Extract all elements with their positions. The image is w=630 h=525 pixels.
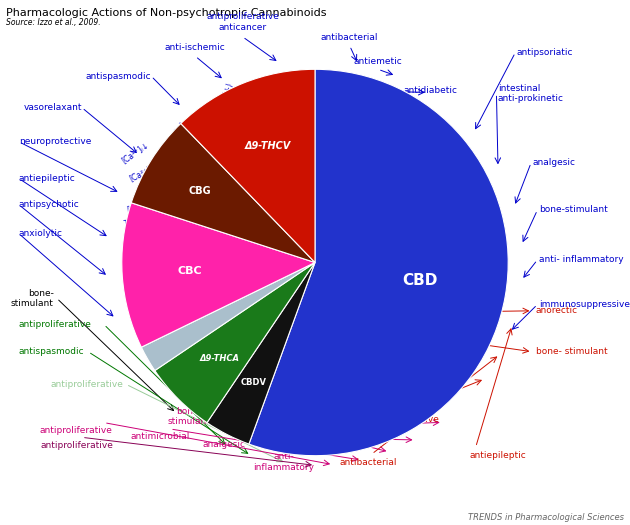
Text: CB₁ (-): CB₁ (-) <box>387 303 421 319</box>
Text: PPARγ (+): PPARγ (+) <box>158 121 188 158</box>
Text: anorectic: anorectic <box>536 306 578 316</box>
Text: CB₁ (-) GABA ↓: CB₁ (-) GABA ↓ <box>356 327 429 361</box>
Text: Source: Izzo et al., 2009.: Source: Izzo et al., 2009. <box>6 18 101 27</box>
Text: [Ca²⁺]↓: [Ca²⁺]↓ <box>127 201 157 214</box>
Text: anti-ischemic: anti-ischemic <box>165 44 226 52</box>
Text: CB₂ (+): CB₂ (+) <box>375 317 413 336</box>
Text: antidiabetic: antidiabetic <box>403 86 457 95</box>
Text: analgesic: analgesic <box>202 440 245 449</box>
Text: antiproliferative: antiproliferative <box>367 415 440 424</box>
Text: [Ca²⁺]ᵢ↓: [Ca²⁺]ᵢ↓ <box>128 161 159 183</box>
Wedge shape <box>122 203 315 347</box>
Text: antiproliferative: antiproliferative <box>19 320 92 329</box>
Wedge shape <box>249 69 508 456</box>
Text: [Ca²⁺]ᵢ↑
ROS↑
CB₂(+)
Id-1↓: [Ca²⁺]ᵢ↑ ROS↑ CB₂(+) Id-1↓ <box>254 92 294 123</box>
Text: antibacterial: antibacterial <box>340 458 398 467</box>
Wedge shape <box>155 262 315 423</box>
Text: analgesic: analgesic <box>532 158 575 167</box>
Text: antiepileptic: antiepileptic <box>19 174 76 183</box>
Text: Pharmacologic Actions of Non-psychotropic Cannabinoids: Pharmacologic Actions of Non-psychotropi… <box>6 8 327 18</box>
Text: Δ9-THCA: Δ9-THCA <box>199 354 239 363</box>
Text: Δ9-THCV: Δ9-THCV <box>245 141 291 151</box>
Text: CBG: CBG <box>189 186 212 196</box>
Text: bone-stimulant: bone-stimulant <box>539 205 607 215</box>
Text: antispasmodic: antispasmodic <box>86 71 151 81</box>
Text: vasorelaxant: vasorelaxant <box>23 103 82 112</box>
Text: Ca₁(-) FAAH↓: Ca₁(-) FAAH↓ <box>365 141 413 176</box>
Text: bone-
stimulant: bone- stimulant <box>11 289 54 308</box>
Text: TRPV1 (+): TRPV1 (+) <box>395 164 430 197</box>
Text: antipsoriatic: antipsoriatic <box>517 48 573 57</box>
Text: immunosuppressive: immunosuppressive <box>539 300 629 309</box>
Text: anxiolytic: anxiolytic <box>19 229 63 238</box>
Text: TRENDS in Pharmacological Sciences: TRENDS in Pharmacological Sciences <box>467 513 624 522</box>
Text: antiproliferative: antiproliferative <box>50 380 123 389</box>
Text: antibacterial: antibacterial <box>321 33 379 42</box>
Wedge shape <box>131 123 315 262</box>
Text: Bone-
stimulant
anti-
inflammatory: Bone- stimulant anti- inflammatory <box>253 432 314 472</box>
Text: antiproliferative
anticancer: antiproliferative anticancer <box>206 12 279 32</box>
Text: CBC: CBC <box>178 266 202 276</box>
Text: CB₁(+) 5- HT₁A(+): CB₁(+) 5- HT₁A(+) <box>126 230 195 239</box>
Text: bone- stimulant: bone- stimulant <box>536 347 607 356</box>
Text: antipsychotic: antipsychotic <box>19 200 79 209</box>
Text: antispasmodic: antispasmodic <box>19 347 84 356</box>
Text: ROS ↓: ROS ↓ <box>143 178 169 194</box>
Text: antiepileptic: antiepileptic <box>469 452 526 460</box>
Text: CBDV: CBDV <box>241 379 266 387</box>
Text: T-cells↓: T-cells↓ <box>406 274 437 283</box>
Wedge shape <box>207 262 315 444</box>
Text: TRPV1 (+): TRPV1 (+) <box>123 217 164 229</box>
Text: antiproliferative: antiproliferative <box>41 441 114 450</box>
Text: [Ca²⁺]ᵢ↓: [Ca²⁺]ᵢ↓ <box>120 140 151 165</box>
Text: 5-HT₁A (+): 5-HT₁A (+) <box>212 82 236 123</box>
Wedge shape <box>181 69 315 262</box>
Text: TNF-α↓: TNF-α↓ <box>397 259 426 269</box>
Text: CBD: CBD <box>402 274 437 288</box>
Text: antiemetic: antiemetic <box>353 57 403 66</box>
Text: Adenosine
Uptake ↓: Adenosine Uptake ↓ <box>416 239 455 258</box>
Wedge shape <box>141 262 315 371</box>
Text: anti- inflammatory: anti- inflammatory <box>539 255 623 265</box>
Text: bone-
stimulant: bone- stimulant <box>168 407 210 426</box>
Text: antimicrobial: antimicrobial <box>131 432 190 440</box>
Text: antiproliferative: antiproliferative <box>39 426 112 435</box>
Text: neuroprotective: neuroprotective <box>19 137 91 146</box>
Text: intestinal
anti-prokinetic: intestinal anti-prokinetic <box>498 84 564 103</box>
